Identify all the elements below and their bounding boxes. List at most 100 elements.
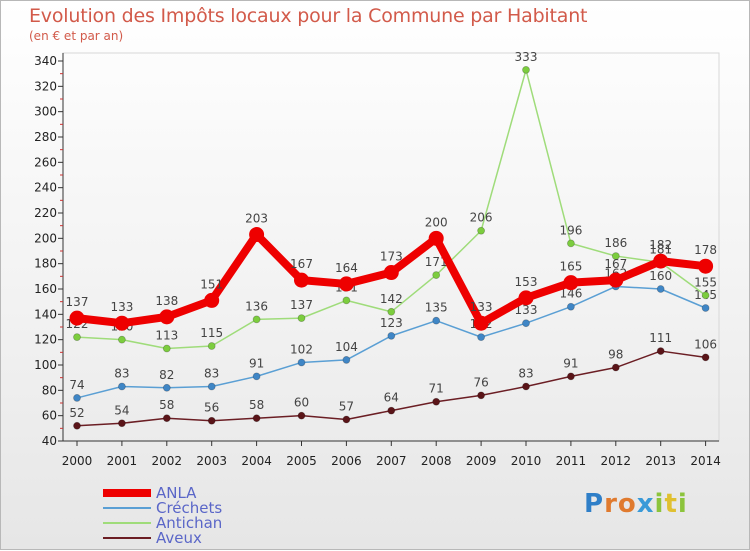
data-label-cr-chets: 135	[425, 301, 448, 315]
y-tick-label: 280	[34, 130, 57, 144]
data-label-cr-chets: 83	[204, 367, 219, 381]
data-point-anla	[473, 315, 489, 331]
x-tick-label: 2002	[152, 454, 183, 468]
data-point-aveux	[252, 414, 261, 423]
data-point-anla	[114, 315, 130, 331]
data-point-antichan	[342, 296, 351, 305]
data-label-anla: 138	[155, 294, 178, 308]
data-label-anla: 151	[200, 277, 223, 291]
data-point-antichan	[522, 65, 530, 74]
x-tick-label: 2003	[196, 454, 227, 468]
data-label-antichan: 142	[380, 292, 403, 306]
x-tick-label: 2000	[62, 454, 93, 468]
x-tick-label: 2009	[466, 454, 497, 468]
data-label-antichan: 137	[290, 298, 313, 312]
data-label-aveux: 60	[294, 396, 309, 410]
x-tick-label: 2008	[421, 454, 452, 468]
data-point-cr-chets	[162, 383, 171, 392]
data-point-aveux	[118, 419, 126, 428]
data-label-antichan: 155	[694, 275, 717, 289]
logo-letter: i	[677, 489, 688, 519]
data-label-cr-chets: 82	[159, 368, 174, 382]
data-label-cr-chets: 74	[69, 378, 84, 392]
data-point-antichan	[252, 315, 261, 324]
legend-label-anla: ANLA	[156, 484, 197, 502]
y-tick-label: 60	[42, 409, 57, 423]
y-tick-label: 260	[34, 155, 57, 169]
data-point-aveux	[522, 382, 530, 391]
data-label-antichan: 186	[604, 236, 627, 250]
data-label-cr-chets: 133	[515, 303, 538, 317]
data-label-aveux: 76	[473, 375, 488, 389]
legend-label-antichan: Antichan	[156, 514, 222, 532]
data-point-aveux	[162, 414, 171, 423]
data-point-cr-chets	[656, 285, 665, 293]
data-label-aveux: 71	[429, 382, 444, 396]
data-label-aveux: 57	[339, 399, 354, 413]
data-point-cr-chets	[567, 302, 575, 311]
data-point-cr-chets	[73, 394, 81, 402]
data-point-cr-chets	[118, 382, 126, 391]
y-tick-label: 140	[34, 307, 57, 321]
data-label-anla: 182	[649, 238, 672, 252]
data-point-aveux	[567, 372, 575, 381]
data-label-cr-chets: 104	[335, 340, 358, 354]
data-point-anla	[159, 309, 175, 325]
data-point-antichan	[297, 314, 306, 323]
proxiti-logo: Proxiti	[584, 489, 688, 519]
y-tick-label: 40	[42, 434, 57, 448]
y-tick-label: 160	[34, 282, 57, 296]
data-point-aveux	[477, 391, 486, 400]
data-point-cr-chets	[432, 316, 441, 325]
x-tick-label: 2013	[645, 454, 676, 468]
data-point-aveux	[207, 416, 216, 425]
data-label-aveux: 91	[563, 356, 578, 370]
y-tick-label: 240	[34, 181, 57, 195]
data-label-anla: 173	[380, 250, 403, 264]
data-label-cr-chets: 102	[290, 342, 313, 356]
data-label-anla: 133	[110, 300, 133, 314]
data-point-antichan	[611, 252, 620, 260]
y-tick-label: 80	[42, 383, 57, 397]
data-point-antichan	[73, 333, 81, 342]
data-point-cr-chets	[387, 331, 396, 340]
data-label-aveux: 58	[159, 398, 174, 412]
data-label-anla: 200	[425, 215, 448, 229]
data-point-antichan	[432, 271, 441, 279]
data-point-cr-chets	[342, 356, 351, 364]
data-point-cr-chets	[297, 358, 306, 367]
x-tick-label: 2012	[601, 454, 632, 468]
data-point-cr-chets	[522, 319, 530, 328]
data-point-aveux	[611, 363, 620, 372]
logo-letter: i	[654, 489, 665, 519]
data-point-cr-chets	[207, 382, 216, 391]
x-tick-label: 2010	[511, 454, 542, 468]
data-label-anla: 133	[470, 300, 493, 314]
data-label-aveux: 98	[608, 348, 623, 362]
data-label-anla: 203	[245, 212, 268, 226]
data-label-antichan: 115	[200, 326, 223, 340]
data-label-cr-chets: 83	[114, 367, 129, 381]
data-label-aveux: 58	[249, 398, 264, 412]
data-label-antichan: 196	[559, 223, 582, 237]
data-point-antichan	[387, 307, 396, 316]
legend-label-aveux: Aveux	[156, 529, 202, 547]
data-point-aveux	[73, 421, 81, 430]
logo-letter: o	[617, 489, 637, 519]
data-label-aveux: 56	[204, 401, 219, 415]
x-tick-label: 2011	[556, 454, 587, 468]
data-label-antichan: 181	[649, 242, 672, 256]
y-tick-label: 100	[34, 358, 57, 372]
y-tick-label: 300	[34, 105, 57, 119]
logo-letter: P	[584, 489, 605, 519]
legend-label-cr-chets: Créchets	[156, 499, 222, 517]
data-label-aveux: 106	[694, 337, 717, 351]
chart-subtitle: (en € et par an)	[29, 29, 124, 43]
data-point-cr-chets	[252, 372, 261, 381]
data-label-cr-chets: 146	[559, 287, 582, 301]
data-label-aveux: 83	[518, 367, 533, 381]
data-point-anla	[204, 292, 220, 308]
data-label-antichan: 136	[245, 299, 268, 313]
data-point-anla	[383, 265, 399, 281]
